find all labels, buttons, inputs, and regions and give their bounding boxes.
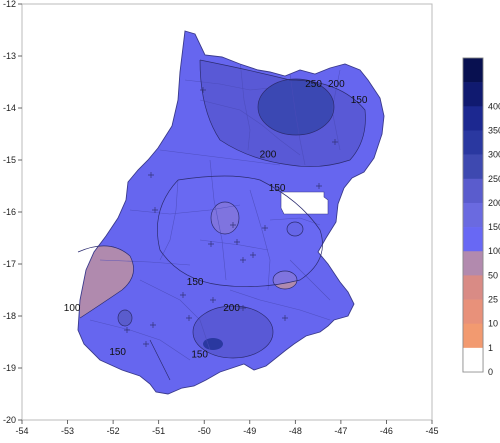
legend-swatch — [463, 227, 483, 252]
y-tick-label: -18 — [3, 311, 16, 321]
zone-200-small-west — [118, 310, 132, 326]
x-axis-ticks: -54 -53 -52 -51 -50 -49 -48 -47 -46 -45 — [15, 420, 439, 436]
y-tick-label: -13 — [3, 51, 16, 61]
legend-label: 100 — [488, 246, 500, 256]
contour-label: 150 — [269, 183, 286, 194]
contour-lines — [77, 59, 366, 381]
legend-swatch — [463, 178, 483, 204]
contour-label: 200 — [223, 303, 240, 314]
y-axis-ticks: -12 -13 -14 -15 -16 -17 -18 -19 -20 — [3, 0, 22, 425]
y-tick-label: -14 — [3, 103, 16, 113]
y-tick-label: -16 — [3, 207, 16, 217]
x-tick-label: -52 — [107, 426, 120, 436]
legend-label: 350 — [488, 125, 500, 135]
y-tick-label: -17 — [3, 259, 16, 269]
legend-label: 300 — [488, 150, 500, 160]
zone-100-southwest — [78, 245, 134, 318]
zone-250-south — [203, 338, 223, 350]
contour-label: 150 — [351, 95, 368, 106]
contour-label: 150 — [191, 350, 208, 361]
state-boundary — [77, 30, 385, 395]
legend-label: 1 — [488, 343, 493, 353]
y-tick-label: -19 — [3, 363, 16, 373]
legend-swatch — [463, 251, 483, 276]
x-tick-label: -50 — [198, 426, 211, 436]
legend-swatch — [463, 82, 483, 107]
x-tick-label: -46 — [380, 426, 393, 436]
legend-border — [462, 57, 484, 373]
zone-250-north — [258, 79, 334, 135]
legend-swatch — [463, 347, 483, 373]
x-tick-label: -51 — [152, 426, 165, 436]
contour-label: 100 — [64, 303, 81, 314]
legend-label: 200 — [488, 198, 500, 208]
x-tick-label: -49 — [243, 426, 256, 436]
legend-swatch — [463, 275, 483, 300]
y-tick-label: -12 — [3, 0, 16, 9]
legend-label: 250 — [488, 174, 500, 184]
y-tick-label: -20 — [3, 415, 16, 425]
contour-labels: 250 200 150 200 150 150 200 100 150 150 — [64, 79, 368, 360]
contour-label: 200 — [260, 149, 277, 160]
legend-swatch — [463, 323, 483, 349]
x-tick-label: -48 — [289, 426, 302, 436]
legend-swatch — [463, 130, 483, 155]
legend-label: 25 — [488, 295, 498, 305]
legend-swatch — [463, 154, 483, 180]
legend-label: 0 — [488, 367, 493, 377]
contour-label: 150 — [109, 347, 126, 358]
y-tick-label: -15 — [3, 155, 16, 165]
legend-swatch — [463, 106, 483, 131]
legend-label: 50 — [488, 270, 498, 280]
x-tick-label: -53 — [61, 426, 74, 436]
color-legend: 0 1 10 25 50 100 150 200 250 300 350 400 — [462, 57, 500, 377]
contour-label: 150 — [187, 277, 204, 288]
legend-swatch — [463, 202, 483, 228]
legend-swatch — [463, 299, 483, 324]
contour-label: 200 — [328, 79, 345, 90]
x-tick-label: -54 — [15, 426, 28, 436]
contour-label: 250 — [305, 79, 322, 90]
legend-label: 400 — [488, 101, 500, 111]
municipal-boundaries — [89, 59, 341, 361]
legend-label: 150 — [488, 222, 500, 232]
x-tick-label: -47 — [334, 426, 347, 436]
legend-label: 10 — [488, 319, 498, 329]
federal-district — [280, 191, 329, 215]
x-tick-label: -45 — [425, 426, 438, 436]
legend-swatch — [463, 58, 483, 83]
